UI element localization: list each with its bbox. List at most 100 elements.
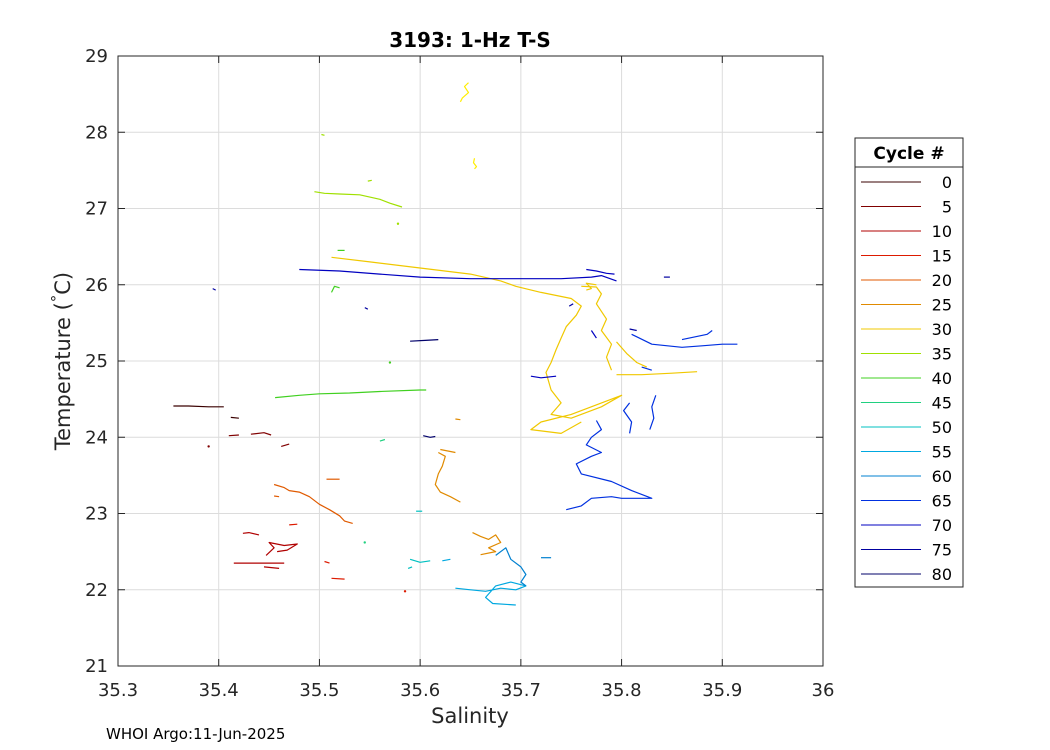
y-tick-label: 26 — [85, 275, 108, 296]
series-line — [616, 341, 648, 368]
series-line — [331, 256, 623, 434]
chart-title: 3193: 1-Hz T-S — [389, 28, 551, 52]
series-cycle-0 — [173, 405, 239, 419]
legend-label-20: 20 — [932, 271, 952, 290]
series-line — [379, 438, 386, 442]
series-cycle-65 — [566, 330, 738, 511]
series-cycle-30 — [331, 256, 698, 434]
series-point — [207, 445, 210, 448]
legend-box — [854, 137, 964, 588]
y-tick-label: 21 — [85, 656, 108, 677]
legend-label-15: 15 — [932, 247, 952, 266]
y-axis-label: Temperature (°C) — [48, 272, 75, 451]
series-layer — [173, 82, 738, 606]
x-tick-label: 35.5 — [299, 680, 339, 701]
series-cycle-45 — [363, 438, 386, 544]
legend: Cycle # 0 5 10 15 20 25 30 35 40 45 50 55 60 65 70 75 80 — [854, 137, 964, 588]
series-cycle-70 — [299, 268, 617, 379]
series-line — [586, 268, 615, 275]
series-line — [581, 285, 613, 371]
series-line — [330, 285, 340, 293]
series-cycle-35 — [314, 133, 403, 225]
y-tick-label: 22 — [85, 580, 108, 601]
legend-label-70: 70 — [932, 516, 952, 535]
x-tick-label: 36 — [812, 680, 835, 701]
series-cycle-25 — [434, 418, 502, 556]
series-line — [566, 420, 653, 511]
y-axis-label-unit: C) — [51, 272, 75, 295]
series-line — [273, 483, 353, 524]
ticks: 35.3 35.4 35.5 35.6 35.7 35.8 35.9 36 21 22 23 24 25… — [85, 46, 834, 701]
y-tick-label: 25 — [85, 351, 108, 372]
y-tick-label: 27 — [85, 199, 108, 220]
series-cycle-30y — [459, 82, 478, 170]
legend-label-45: 45 — [932, 394, 952, 413]
series-line — [641, 366, 652, 371]
series-cycle-60 — [495, 547, 552, 587]
y-tick-label: 28 — [85, 122, 108, 143]
series-point — [403, 590, 407, 593]
x-tick-label: 35.9 — [702, 680, 742, 701]
series-point — [396, 222, 400, 225]
series-line — [212, 288, 216, 291]
legend-label-55: 55 — [932, 443, 952, 462]
series-line — [434, 451, 461, 503]
series-line — [585, 282, 597, 291]
series-line — [321, 133, 325, 136]
series-line — [472, 532, 502, 556]
legend-label-0: 0 — [942, 173, 952, 192]
series-line — [631, 333, 738, 348]
series-line — [364, 307, 369, 310]
legend-label-5: 5 — [942, 198, 952, 217]
series-line — [367, 179, 372, 182]
x-tick-label: 35.7 — [501, 680, 541, 701]
series-line — [230, 416, 239, 419]
series-line — [275, 389, 427, 399]
series-line — [590, 330, 597, 339]
legend-items: 0 5 10 15 20 25 30 35 40 45 50 55 60 65 70 75 80 — [861, 173, 952, 584]
series-cycle-10 — [233, 531, 298, 569]
series-line — [681, 330, 713, 341]
y-axis-label-degree: ° — [48, 295, 66, 303]
series-cycle-80 — [410, 339, 439, 438]
series-line — [331, 577, 345, 580]
series-line — [530, 375, 557, 379]
series-line — [324, 560, 330, 564]
legend-label-35: 35 — [932, 345, 952, 364]
series-line — [289, 523, 298, 526]
series-line — [495, 547, 527, 587]
y-tick-label: 24 — [85, 427, 108, 448]
series-point — [388, 361, 392, 364]
legend-label-10: 10 — [932, 222, 952, 241]
legend-label-75: 75 — [932, 541, 952, 560]
series-line — [228, 434, 239, 437]
series-line — [629, 328, 637, 332]
y-tick-label: 29 — [85, 46, 108, 67]
series-line — [281, 443, 290, 447]
series-cycle-5 — [207, 432, 290, 448]
legend-label-25: 25 — [932, 296, 952, 315]
x-tick-label: 35.4 — [199, 680, 239, 701]
series-line — [649, 395, 657, 430]
series-line — [263, 566, 280, 569]
series-line — [299, 268, 617, 282]
series-line — [242, 531, 260, 536]
legend-label-60: 60 — [932, 467, 952, 486]
legend-label-65: 65 — [932, 492, 952, 511]
series-line — [459, 82, 470, 103]
y-tick-label: 23 — [85, 504, 108, 525]
series-line — [274, 495, 280, 498]
series-line — [622, 402, 633, 434]
series-line — [442, 558, 451, 562]
legend-label-80: 80 — [932, 565, 952, 584]
legend-label-50: 50 — [932, 418, 952, 437]
x-tick-label: 35.8 — [602, 680, 642, 701]
series-line — [423, 435, 436, 438]
legend-label-40: 40 — [932, 369, 952, 388]
legend-label-30: 30 — [932, 320, 952, 339]
series-line — [440, 448, 456, 454]
series-cycle-75 — [212, 276, 670, 332]
series-line — [410, 339, 439, 342]
series-cycle-15 — [289, 523, 407, 593]
